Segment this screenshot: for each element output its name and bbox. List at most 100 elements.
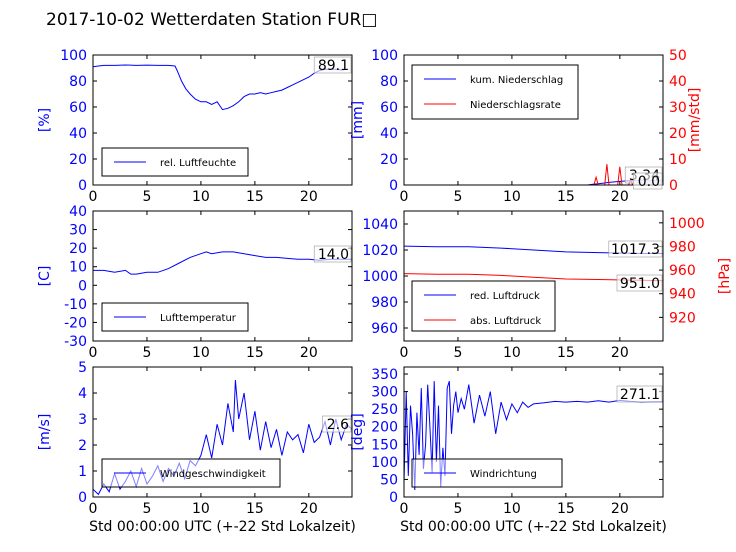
y-tick-label-pressure: 1040 (362, 217, 398, 233)
y-tick-label-temperature: 40 (69, 204, 87, 220)
x-tick-label-windspeed: 5 (142, 501, 151, 517)
x-tick-label-windspeed: 0 (89, 501, 98, 517)
y2-tick-label-precipitation: 30 (669, 100, 687, 116)
x-tick-label-precipitation: 0 (400, 189, 409, 205)
y-axis-label-winddirection: [deg] (350, 413, 366, 450)
x-tick-label-precipitation: 15 (557, 189, 575, 205)
x-tick-label-temperature: 5 (142, 345, 151, 361)
y-tick-label-humidity: 60 (69, 100, 87, 116)
y-tick-label-temperature: -10 (64, 297, 87, 313)
value-box-windspeed (322, 415, 352, 433)
x-tick-label-humidity: 5 (142, 189, 151, 205)
legend-label-temperature: Lufttemperatur (160, 313, 237, 324)
legend-windspeed: Windgeschwindigkeit (101, 458, 281, 488)
y2-tick-label-pressure: 960 (669, 263, 696, 279)
legend-humidity: rel. Luftfeuchte (101, 147, 249, 177)
panel-pressure: 0 5 10 15 20 960 980 1000 1020 1040 920 940 960 980 10… (362, 210, 733, 361)
legend-label-winddirection: Windrichtung (470, 469, 537, 480)
legend-label-humidity: rel. Luftfeuchte (160, 158, 236, 169)
legend-box-precipitation (411, 64, 579, 120)
y-tick-label-temperature: 20 (69, 241, 87, 257)
panel-winddirection: 0 5 10 15 20050100150200250300350[deg]Windri… (350, 366, 667, 535)
x-tick-label-temperature: 15 (246, 345, 264, 361)
x-tick-label-windspeed: 15 (246, 501, 264, 517)
x-tick-label-pressure: 10 (503, 345, 521, 361)
series-line-temperature-0 (93, 251, 352, 275)
value-label-pressure: 951.0 (620, 276, 660, 292)
panel-temperature: 0 5 10 15 20 -30 -20 -10 0 10 20 30 40 [C] Lufttempera… (37, 204, 353, 361)
x-tick-label-winddirection: 20 (611, 501, 629, 517)
x-tick-label-temperature: 20 (300, 345, 318, 361)
y-tick-label-precipitation: 80 (380, 74, 398, 90)
y-tick-label-temperature: -20 (64, 315, 87, 331)
x-axis-label-windspeed: Std 00:00:00 UTC (+-22 Std Lokalzeit) (89, 519, 356, 535)
x-tick-label-temperature: 0 (89, 345, 98, 361)
y2-tick-label-pressure: 1000 (669, 216, 705, 232)
series-line-precipitation-1 (404, 164, 663, 185)
y-tick-label-pressure: 1000 (362, 269, 398, 285)
value-label-temperature: 14.0 (318, 247, 349, 263)
value-label-precipitation: 0.0 (638, 174, 660, 190)
y2-axis-label-precipitation: [mm/std] (687, 88, 703, 153)
value-label-humidity: 89.1 (318, 58, 349, 74)
y-tick-label-pressure: 960 (371, 321, 398, 337)
y-tick-label-temperature: 30 (69, 223, 87, 239)
axes-frame-windspeed (92, 366, 353, 498)
y-axis-label-windspeed: [m/s] (37, 414, 53, 451)
x-tick-label-pressure: 5 (453, 345, 462, 361)
axes-frame-temperature (92, 210, 353, 342)
y-tick-label-windspeed: 2 (78, 438, 87, 454)
y-tick-label-precipitation: 40 (380, 126, 398, 142)
y2-tick-label-precipitation: 0 (669, 178, 678, 194)
y-tick-label-windspeed: 3 (78, 412, 87, 428)
y-tick-label-pressure: 1020 (362, 243, 398, 259)
y-tick-label-humidity: 20 (69, 152, 87, 168)
y-tick-label-winddirection: 50 (380, 472, 398, 488)
legend-pressure: red. Luftdruck abs. Luftdruck (411, 280, 556, 332)
axes-frame-winddirection (403, 366, 664, 498)
y-tick-label-winddirection: 0 (389, 490, 398, 506)
y2-tick-label-precipitation: 20 (669, 126, 687, 142)
series-line-precipitation-0 (404, 180, 663, 185)
y-tick-label-winddirection: 150 (371, 437, 398, 453)
y-axis-label-humidity: [%] (37, 108, 53, 132)
y2-tick-label-pressure: 940 (669, 287, 696, 303)
x-tick-label-winddirection: 15 (557, 501, 575, 517)
legend-label-precipitation: Niederschlagsrate (470, 100, 561, 111)
x-tick-label-precipitation: 20 (611, 189, 629, 205)
value-box-precipitation (633, 172, 663, 190)
panel-windspeed: 0 5 10 15 20 0 1 2 3 4 5 [m/s] Windgeschwindigkeit 2.… (37, 360, 356, 535)
y-tick-label-humidity: 100 (60, 48, 87, 64)
legend-label-pressure: abs. Luftdruck (470, 316, 541, 327)
y-axis-label-precipitation: [mm] (350, 101, 366, 139)
series-line-humidity-0 (93, 64, 348, 111)
value-label-winddirection: 271.1 (620, 387, 660, 403)
y-tick-label-precipitation: 100 (371, 48, 398, 64)
y-tick-label-precipitation: 0 (389, 178, 398, 194)
x-tick-label-pressure: 20 (611, 345, 629, 361)
y-tick-label-windspeed: 5 (78, 360, 87, 376)
panel-humidity: 0 5 10 15 20 0 20 40 60 80 100 [%] rel. Luftfeuchte 8… (37, 48, 353, 205)
x-tick-label-humidity: 0 (89, 189, 98, 205)
y-tick-label-temperature: 10 (69, 260, 87, 276)
value-box-pressure (608, 240, 663, 258)
panel-precipitation: 0 5 10 15 20 0 20 40 60 80 100 0 10 20 30 40 50 [mm] [mm/s… (350, 48, 703, 205)
y-tick-label-precipitation: 20 (380, 152, 398, 168)
value-box-humidity (313, 56, 352, 74)
legend-label-precipitation: kum. Niederschlag (470, 75, 563, 86)
y-tick-label-winddirection: 350 (371, 367, 398, 383)
legend-temperature: Lufttemperatur (101, 302, 249, 332)
y-tick-label-windspeed: 1 (78, 464, 87, 480)
axes-frame-humidity (92, 54, 353, 186)
y-tick-label-windspeed: 4 (78, 386, 87, 402)
x-tick-label-humidity: 10 (192, 189, 210, 205)
y2-tick-label-precipitation: 10 (669, 152, 687, 168)
value-box-pressure (616, 274, 663, 292)
y-tick-label-winddirection: 200 (371, 420, 398, 436)
y-axis-label-pressure: [hPa] (717, 258, 733, 294)
x-tick-label-winddirection: 0 (400, 501, 409, 517)
y-tick-label-temperature: -30 (64, 334, 87, 350)
y-tick-label-humidity: 80 (69, 74, 87, 90)
y-tick-label-windspeed: 0 (78, 490, 87, 506)
